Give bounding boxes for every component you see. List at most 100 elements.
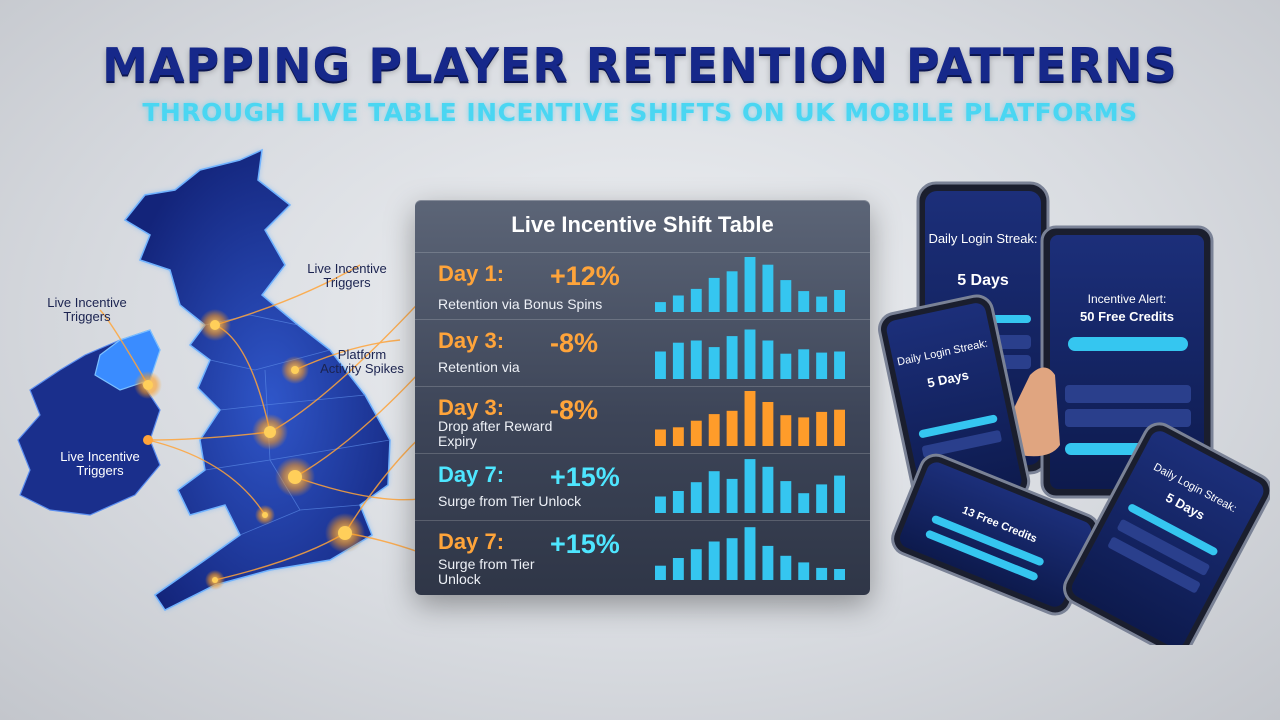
- row-delta: +15%: [550, 462, 620, 492]
- bar: [744, 459, 756, 513]
- bar: [834, 351, 845, 379]
- tablet-title: Incentive Alert:: [1088, 292, 1167, 306]
- bar: [834, 290, 845, 312]
- activity-hotspots: [134, 309, 365, 590]
- map-label-top-right: Live Incentive Triggers: [307, 261, 387, 290]
- bar: [798, 493, 810, 513]
- row-bar-chart: [655, 459, 845, 513]
- row-day: Day 3:: [438, 328, 505, 353]
- phone-low: 13 Free Credits: [891, 453, 1100, 616]
- bar: [672, 342, 684, 379]
- bar: [744, 329, 756, 379]
- bar: [816, 567, 828, 580]
- bar: [816, 296, 828, 312]
- bar: [780, 280, 792, 312]
- row-bar-chart: [655, 257, 845, 312]
- bar: [708, 347, 720, 379]
- bar: [655, 429, 666, 446]
- row-day: Day 7:: [438, 462, 505, 487]
- page-title: MAPPING PLAYER RETENTION PATTERNS: [102, 38, 1178, 92]
- bar: [690, 288, 702, 312]
- table-row: Day 3: Drop after Reward Expiry -8%: [415, 386, 870, 453]
- bar: [690, 549, 702, 580]
- row-day: Day 1:: [438, 261, 505, 286]
- row-description: Retention via: [438, 359, 520, 375]
- map-label-bottom-left: Live Incentive Triggers: [60, 449, 140, 478]
- bar: [834, 475, 845, 513]
- bar: [726, 271, 738, 312]
- bar: [762, 340, 774, 379]
- bar: [762, 466, 774, 513]
- bar: [744, 391, 756, 446]
- bar: [816, 352, 828, 379]
- bar: [726, 538, 738, 580]
- row-delta: +12%: [550, 261, 620, 291]
- bar: [726, 478, 738, 513]
- row-description: Surge from Tier Unlock: [438, 556, 535, 587]
- phone-top-value: 5 Days: [957, 272, 1009, 289]
- row-day: Day 3:: [438, 395, 505, 420]
- row-day: Day 7:: [438, 529, 505, 554]
- bar: [834, 409, 845, 446]
- region-borders: [204, 314, 391, 536]
- phone-top-title: Daily Login Streak:: [928, 231, 1037, 246]
- row-delta: -8%: [550, 328, 599, 358]
- bar: [798, 562, 810, 580]
- bar: [834, 569, 845, 580]
- incentive-shift-table: Live Incentive Shift Table Day 1: Retent…: [415, 200, 870, 595]
- uk-map: [17, 148, 420, 611]
- table-row: Day 7: Surge from Tier Unlock +15%: [415, 520, 870, 587]
- bar: [672, 491, 684, 513]
- row-bar-chart: [655, 527, 845, 580]
- great-britain-shape: [123, 148, 391, 611]
- bar: [744, 527, 756, 580]
- bar: [780, 555, 792, 580]
- bar: [690, 420, 702, 446]
- bar: [655, 302, 666, 312]
- row-bar-chart: [655, 391, 845, 446]
- bar: [816, 484, 828, 513]
- phone-bottom: Daily Login Streak: 5 Days: [1063, 422, 1270, 645]
- bar: [655, 565, 666, 580]
- bar: [780, 353, 792, 379]
- bar: [655, 351, 666, 379]
- bar: [780, 481, 792, 513]
- tablet-value: 50 Free Credits: [1080, 309, 1174, 324]
- bar: [726, 410, 738, 446]
- bar: [762, 402, 774, 446]
- bar: [726, 336, 738, 379]
- row-description: Retention via Bonus Spins: [438, 296, 603, 312]
- table-row: Day 7: Surge from Tier Unlock +15%: [415, 453, 870, 520]
- table-row: Day 3: Retention via -8%: [415, 319, 870, 386]
- bar: [708, 277, 720, 312]
- bar: [708, 541, 720, 580]
- bar: [780, 415, 792, 446]
- map-label-left: Live Incentive Triggers: [47, 295, 127, 324]
- bar: [672, 427, 684, 446]
- row-delta: +15%: [550, 529, 620, 559]
- bar: [798, 291, 810, 312]
- bar: [816, 411, 828, 446]
- bar: [672, 558, 684, 580]
- bar: [690, 482, 702, 513]
- bar: [655, 496, 666, 513]
- bar: [762, 545, 774, 580]
- phone-mid: Daily Login Streak: 5 Days: [878, 294, 1031, 516]
- bar: [672, 295, 684, 312]
- bar: [708, 471, 720, 513]
- bar: [744, 257, 756, 312]
- bar: [798, 417, 810, 446]
- bar: [762, 264, 774, 312]
- table-title: Live Incentive Shift Table: [511, 212, 774, 237]
- row-delta: -8%: [550, 395, 599, 425]
- row-description: Surge from Tier Unlock: [438, 493, 582, 509]
- bar: [708, 414, 720, 446]
- bar: [798, 349, 810, 379]
- mobile-devices: Daily Login Streak: 5 Days Incentive Ale…: [878, 181, 1270, 645]
- map-label-right: Platform Activity Spikes: [320, 347, 404, 376]
- row-bar-chart: [655, 329, 845, 379]
- page-subtitle: THROUGH LIVE TABLE INCENTIVE SHIFTS ON U…: [142, 98, 1138, 127]
- row-description: Drop after Reward Expiry: [438, 418, 553, 449]
- bar: [690, 340, 702, 379]
- table-row: Day 1: Retention via Bonus Spins +12%: [415, 252, 870, 319]
